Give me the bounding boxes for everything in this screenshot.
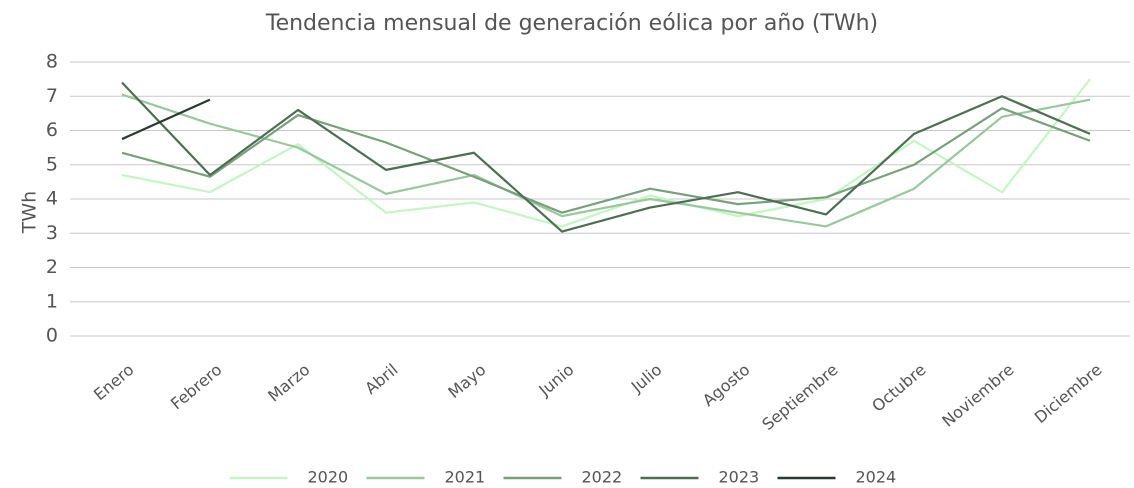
y-tick-label: 1	[46, 290, 58, 312]
chart-title: Tendencia mensual de generación eólica p…	[265, 11, 878, 36]
x-tick-label: Febrero	[167, 360, 225, 413]
x-tick-label: Abril	[361, 360, 401, 398]
legend-label: 2024	[856, 468, 897, 487]
x-tick-label: Julio	[627, 360, 666, 397]
y-tick-label: 8	[46, 51, 58, 73]
y-tick-label: 4	[46, 188, 58, 210]
legend-label: 2022	[582, 468, 623, 487]
x-tick-label: Octubre	[868, 360, 929, 416]
x-tick-label: Diciembre	[1031, 360, 1106, 427]
x-tick-label: Junio	[534, 360, 577, 400]
legend-label: 2023	[719, 468, 760, 487]
series-line	[121, 78, 1091, 228]
x-tick-label: Enero	[90, 360, 138, 404]
x-tick-label: Agosto	[699, 360, 754, 410]
y-tick-label: 6	[46, 119, 58, 141]
y-tick-label: 0	[46, 325, 58, 347]
x-tick-label: Noviembre	[938, 360, 1017, 431]
series-line	[121, 98, 211, 141]
y-tick-label: 3	[46, 222, 58, 244]
series-line	[121, 93, 1091, 228]
y-axis-label: TWh	[19, 191, 41, 234]
legend-label: 2021	[445, 468, 486, 487]
x-tick-label: Septiembre	[758, 360, 841, 434]
series-line	[121, 81, 1091, 233]
legend-label: 2020	[308, 468, 349, 487]
x-tick-label: Mayo	[444, 360, 489, 402]
y-tick-label: 7	[46, 85, 58, 107]
series-line	[121, 107, 1091, 214]
y-tick-label: 2	[46, 256, 58, 278]
x-tick-label: Marzo	[264, 360, 313, 406]
y-tick-label: 5	[46, 153, 58, 175]
